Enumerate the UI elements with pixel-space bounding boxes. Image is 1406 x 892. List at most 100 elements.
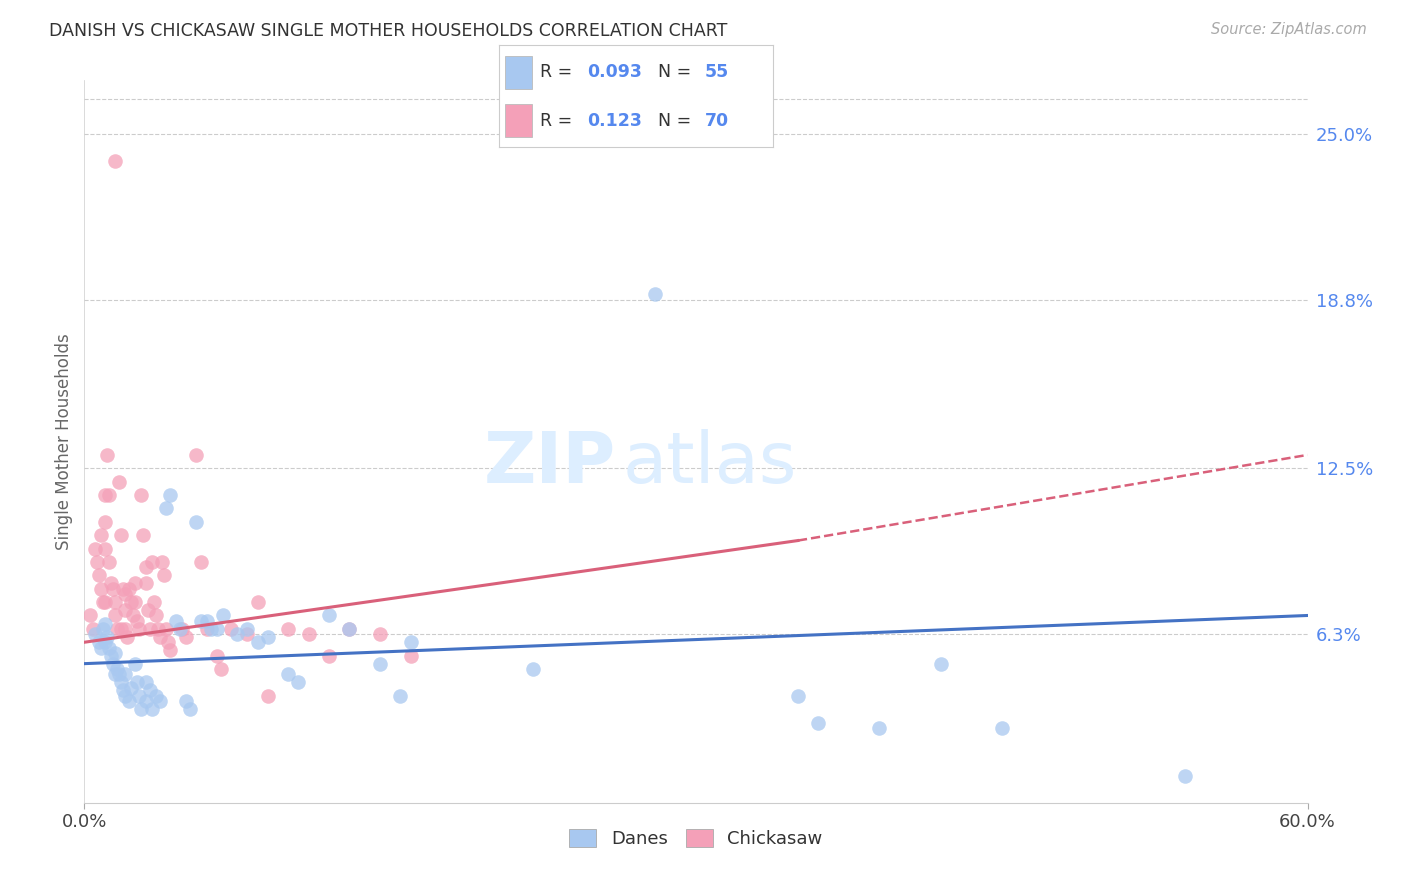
Point bbox=[110, 675, 132, 690]
Point bbox=[135, 694, 157, 708]
Point bbox=[97, 640, 120, 655]
Point bbox=[195, 622, 218, 636]
Point bbox=[991, 721, 1014, 735]
Point bbox=[399, 648, 422, 663]
Point bbox=[93, 488, 115, 502]
Point bbox=[91, 595, 114, 609]
Point bbox=[120, 595, 142, 609]
Point bbox=[155, 622, 177, 636]
Point bbox=[165, 614, 187, 628]
Point bbox=[246, 595, 269, 609]
Point bbox=[257, 689, 280, 703]
Point bbox=[368, 627, 391, 641]
Point bbox=[128, 689, 150, 703]
Text: 0.093: 0.093 bbox=[586, 63, 641, 81]
Point bbox=[105, 662, 128, 676]
Point bbox=[138, 683, 160, 698]
Point bbox=[135, 675, 157, 690]
Text: 55: 55 bbox=[704, 63, 728, 81]
Point bbox=[114, 587, 136, 601]
Point bbox=[112, 683, 135, 698]
Point bbox=[91, 622, 114, 636]
Point bbox=[124, 657, 146, 671]
Point bbox=[101, 657, 124, 671]
Point bbox=[87, 635, 110, 649]
Point bbox=[226, 627, 249, 641]
Text: 0.123: 0.123 bbox=[586, 112, 641, 129]
Point bbox=[114, 622, 136, 636]
Text: Source: ZipAtlas.com: Source: ZipAtlas.com bbox=[1211, 22, 1367, 37]
Point bbox=[104, 667, 127, 681]
Point bbox=[90, 528, 112, 542]
Point bbox=[149, 694, 172, 708]
Point bbox=[150, 555, 173, 569]
Point bbox=[93, 541, 115, 556]
Point bbox=[159, 488, 181, 502]
Point bbox=[929, 657, 952, 671]
Legend: Danes, Chickasaw: Danes, Chickasaw bbox=[562, 822, 830, 855]
Point bbox=[145, 689, 167, 703]
Point bbox=[787, 689, 810, 703]
Point bbox=[155, 501, 177, 516]
Point bbox=[124, 595, 146, 609]
Point bbox=[132, 528, 155, 542]
Point bbox=[90, 640, 112, 655]
Point bbox=[190, 555, 212, 569]
Point bbox=[114, 689, 136, 703]
Point bbox=[96, 630, 118, 644]
Point bbox=[153, 568, 176, 582]
Text: ZIP: ZIP bbox=[484, 429, 616, 498]
Point bbox=[389, 689, 412, 703]
Point bbox=[83, 541, 105, 556]
Point bbox=[186, 515, 208, 529]
Point bbox=[1174, 769, 1197, 783]
Point bbox=[200, 622, 222, 636]
Point bbox=[339, 622, 361, 636]
Point bbox=[135, 560, 157, 574]
Point bbox=[339, 622, 361, 636]
Point bbox=[79, 608, 101, 623]
Point bbox=[86, 555, 108, 569]
Text: N =: N = bbox=[658, 63, 697, 81]
Bar bbox=[505, 104, 531, 137]
Point bbox=[108, 475, 131, 489]
Point bbox=[869, 721, 891, 735]
Point bbox=[93, 616, 115, 631]
Point bbox=[149, 630, 172, 644]
Point bbox=[298, 627, 321, 641]
Point bbox=[128, 622, 150, 636]
Point bbox=[277, 667, 299, 681]
Point bbox=[124, 576, 146, 591]
Point bbox=[219, 622, 242, 636]
Point bbox=[190, 614, 212, 628]
Point bbox=[159, 643, 181, 657]
Text: atlas: atlas bbox=[623, 429, 797, 498]
Point bbox=[93, 595, 115, 609]
Point bbox=[131, 702, 153, 716]
Point bbox=[110, 528, 132, 542]
Point bbox=[118, 582, 141, 596]
Point bbox=[141, 555, 163, 569]
Point bbox=[236, 627, 259, 641]
Point bbox=[122, 608, 145, 623]
Point bbox=[101, 582, 124, 596]
Y-axis label: Single Mother Households: Single Mother Households bbox=[55, 334, 73, 549]
Point bbox=[145, 608, 167, 623]
Point bbox=[97, 488, 120, 502]
Text: DANISH VS CHICKASAW SINGLE MOTHER HOUSEHOLDS CORRELATION CHART: DANISH VS CHICKASAW SINGLE MOTHER HOUSEH… bbox=[49, 22, 727, 40]
Point bbox=[104, 595, 127, 609]
Point bbox=[142, 595, 165, 609]
Point bbox=[212, 608, 235, 623]
Point bbox=[96, 448, 118, 462]
Point bbox=[169, 622, 191, 636]
Point bbox=[97, 555, 120, 569]
Point bbox=[120, 681, 142, 695]
Point bbox=[318, 648, 340, 663]
Point bbox=[112, 582, 135, 596]
Point bbox=[90, 582, 112, 596]
Point bbox=[141, 702, 163, 716]
Point bbox=[205, 648, 228, 663]
Point bbox=[209, 662, 232, 676]
Point bbox=[287, 675, 309, 690]
Point bbox=[522, 662, 544, 676]
